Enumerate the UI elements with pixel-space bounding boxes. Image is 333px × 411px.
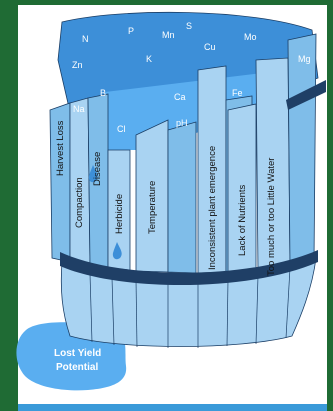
bottom-strip [18, 404, 327, 411]
water-drop-icon [112, 242, 122, 260]
nutrient-mg: Mg [298, 54, 311, 64]
nutrient-zn: Zn [72, 60, 83, 70]
water-drop-icon [88, 165, 98, 183]
nutrient-fe: Fe [232, 88, 243, 98]
stave-ph [167, 121, 197, 274]
label-inconsistent-emergence: Inconsistent plant emergence [207, 146, 218, 270]
label-herbicide: Herbicide [114, 194, 125, 234]
nutrient-p: P [128, 26, 134, 36]
label-compaction: Compaction [74, 177, 85, 228]
hoop-upper [286, 80, 326, 110]
label-lack-of-nutrients: Lack of Nutrients [237, 184, 248, 256]
stave-mg [287, 33, 317, 267]
label-harvest-loss: Harvest Loss [55, 120, 66, 176]
nutrient-cl: Cl [117, 124, 126, 134]
nutrient-mo: Mo [244, 32, 257, 42]
label-water: Too much or too Little Water [266, 158, 277, 276]
nutrient-n: N [82, 34, 89, 44]
lower-stave-lines [89, 267, 291, 348]
staves [49, 33, 317, 274]
hoop-lower [60, 250, 318, 286]
nutrient-cu: Cu [204, 42, 216, 52]
label-temperature: Temperature [147, 181, 158, 234]
nutrient-k: K [146, 54, 152, 64]
pool-label-line2: Potential [56, 362, 98, 373]
pool-label-line1: Lost Yield [54, 348, 101, 359]
nutrient-ca: Ca [174, 92, 186, 102]
label-ph: pH [176, 118, 188, 128]
nutrient-b: B [100, 88, 106, 98]
nutrient-mn: Mn [162, 30, 175, 40]
nutrient-na: Na [73, 104, 85, 114]
nutrient-s: S [186, 21, 192, 31]
label-disease: Disease [92, 152, 103, 186]
